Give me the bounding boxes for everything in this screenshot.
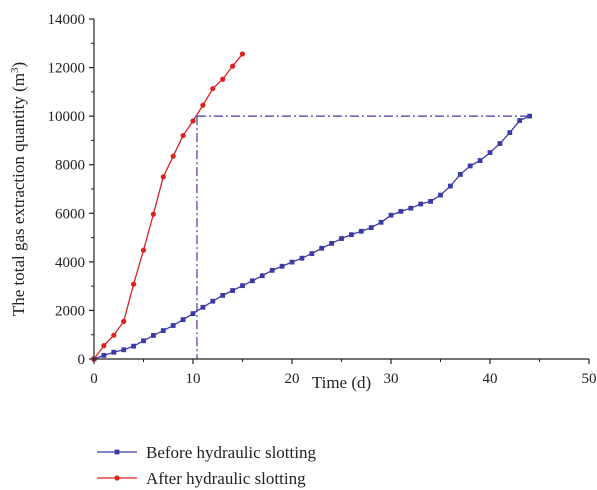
legend-marker [114,449,120,455]
data-point [160,174,166,180]
data-point [339,236,344,241]
series-1 [91,113,532,362]
x-tick-label: 10 [186,371,201,387]
y-axis-label-main: The total gas extraction quantity (m [9,73,28,316]
data-point [131,343,136,349]
series-2 [91,51,246,362]
data-point [507,130,513,136]
x-tick-label: 40 [483,371,498,387]
data-point [428,198,433,204]
data-point [220,292,226,298]
axes: 0 10 20 30 40 50 0 2000 4000 6000 8000 10000 12000 1… [48,12,597,387]
data-point [269,267,275,273]
data-point [230,288,235,293]
y-tick-label: 8000 [55,158,85,174]
data-point [121,347,127,353]
data-point [180,317,186,323]
legend-item: After hydraulic slotting [97,469,306,488]
y-tick-label: 10000 [48,109,86,125]
x-tick-label: 0 [90,371,98,387]
data-point [368,225,374,231]
data-point [140,247,147,253]
data-point [250,278,255,284]
y-axis-ticks: 0 2000 4000 6000 8000 10000 12000 14000 [48,12,94,368]
y-axis-label: The total gas extraction quantity (m3) [9,62,28,316]
data-point [101,343,107,349]
data-point [160,328,166,333]
data-point [358,228,364,234]
data-point [150,211,156,217]
data-point [151,333,156,338]
data-point [408,205,414,211]
data-point [111,349,117,355]
data-point [121,318,127,324]
data-point [190,311,196,316]
data-point [487,150,493,155]
data-point [141,338,146,344]
data-point [101,352,107,358]
data-point [309,251,315,256]
legend-label: Before hydraulic slotting [146,443,316,462]
y-tick-label: 6000 [55,206,85,222]
data-point [349,232,354,238]
x-axis-label: Time (d) [312,373,371,392]
data-point [378,219,384,225]
data-point [200,102,206,108]
data-point [289,259,295,265]
data-point [180,132,186,139]
data-point [497,141,503,146]
data-point [239,51,246,57]
data-point [230,63,236,69]
data-point [170,153,176,159]
y-axis-label-close: ) [9,62,28,68]
x-tick-label: 50 [582,371,597,387]
data-point [131,281,137,287]
data-point [200,304,206,310]
legend-item: Before hydraulic slotting [97,443,316,462]
series-line [93,115,530,360]
data-point [477,158,483,163]
data-point [517,118,523,123]
y-tick-label: 2000 [55,303,85,319]
data-point [438,192,443,198]
data-point [329,241,334,246]
legend-marker [114,475,120,481]
data-point [111,332,117,338]
data-point [527,113,532,119]
x-tick-label: 30 [384,371,399,387]
series-line [93,53,244,360]
y-tick-label: 12000 [48,61,86,77]
data-point [448,183,453,189]
data-point [259,273,265,279]
data-point [240,283,245,289]
data-point [170,323,176,328]
legend-label: After hydraulic slotting [146,469,306,488]
legend: Before hydraulic slotting After hydraulic… [97,443,316,488]
data-point [418,201,424,207]
series-layer [91,51,532,362]
data-point [210,298,216,304]
data-point [210,86,216,92]
reference-lines [196,115,530,359]
data-point [220,76,226,82]
data-point [319,245,325,251]
x-axis-ticks: 0 10 20 30 40 50 [90,359,597,387]
data-point [279,263,285,269]
data-point [467,163,473,169]
data-point [299,255,305,261]
y-tick-label: 14000 [48,12,86,28]
data-point [457,172,463,177]
data-point [398,208,404,214]
x-tick-label: 20 [285,371,300,387]
y-tick-label: 4000 [55,255,85,271]
y-tick-label: 0 [78,352,86,368]
y-axis-label-superscript: 3 [9,67,21,73]
data-point [388,212,394,218]
data-point [190,118,196,124]
